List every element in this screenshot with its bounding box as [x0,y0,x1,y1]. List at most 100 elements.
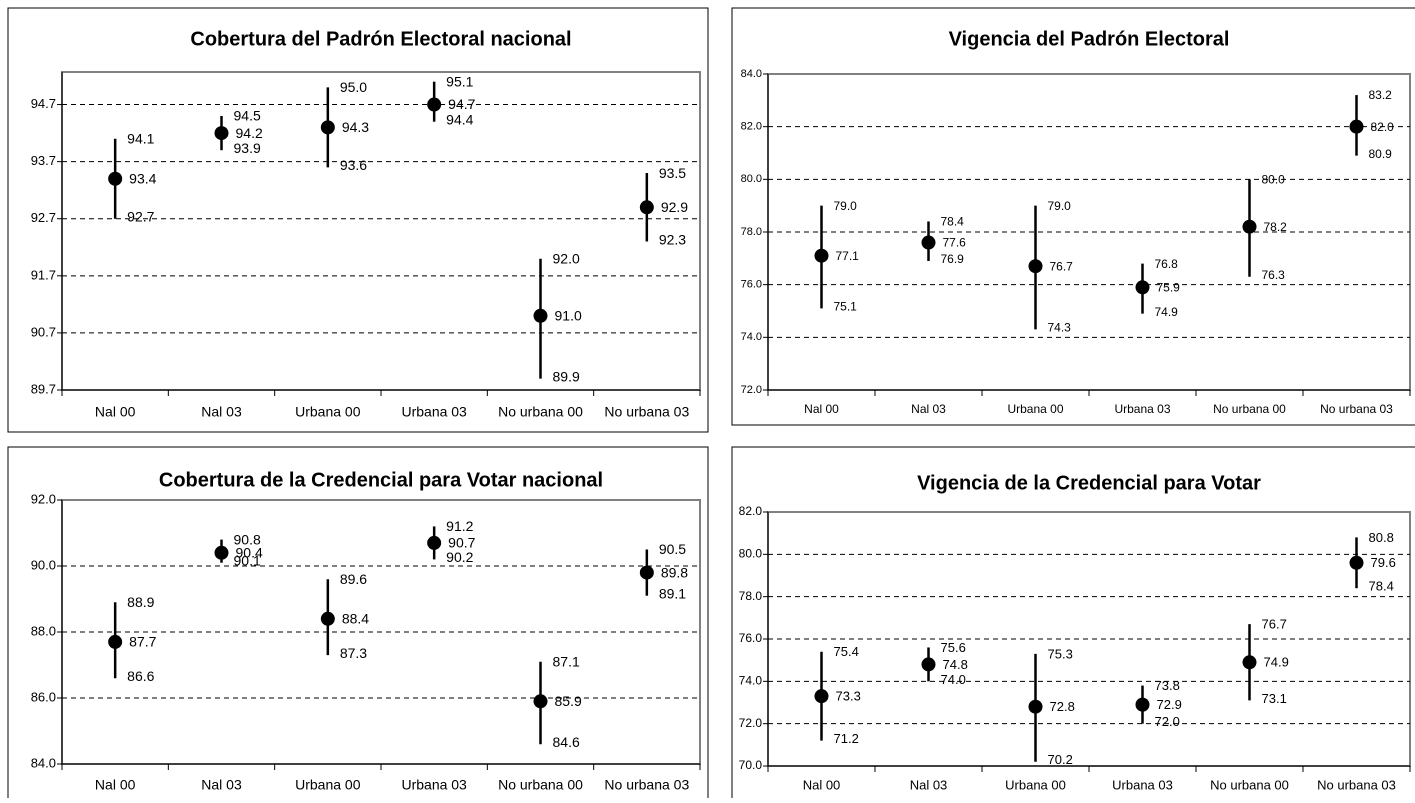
high-label: 80.8 [1369,530,1394,545]
y-tick-label: 72.0 [739,716,763,730]
low-label: 74.0 [941,672,966,687]
high-label: 87.1 [553,653,580,669]
high-label: 83.2 [1369,88,1393,102]
x-tick-label: Urbana 03 [1114,402,1170,416]
x-tick-label: Urbana 03 [1112,777,1173,792]
high-label: 89.6 [340,571,367,587]
high-label: 95.0 [340,79,367,95]
low-label: 93.9 [234,140,261,156]
y-tick-label: 78.0 [741,226,762,238]
low-label: 71.2 [834,731,859,746]
value-label: 90.4 [236,545,263,561]
value-label: 94.2 [236,125,263,141]
value-label: 77.6 [943,236,967,250]
x-tick-label: No urbana 03 [1317,777,1396,792]
high-label: 76.7 [1262,617,1287,632]
low-label: 73.1 [1262,691,1287,706]
high-label: 94.5 [234,108,261,124]
y-tick-label: 92.0 [31,491,56,506]
high-label: 88.9 [127,594,154,610]
high-label: 75.6 [941,640,966,655]
point [639,565,654,580]
value-label: 94.7 [448,96,475,112]
low-label: 89.1 [659,585,686,601]
high-label: 75.3 [1048,646,1073,661]
y-tick-label: 74.0 [741,331,762,343]
x-tick-label: Nal 00 [95,404,136,420]
y-tick-label: 72.0 [741,384,762,396]
value-label: 93.4 [129,170,156,186]
x-tick-label: No urbana 00 [498,404,583,420]
x-tick-label: No urbana 00 [498,777,583,793]
x-tick-label: Urbana 03 [401,404,467,420]
low-label: 72.0 [1155,714,1180,729]
y-tick-label: 76.0 [739,631,763,645]
low-label: 76.9 [941,252,965,266]
high-label: 92.0 [553,250,580,266]
value-label: 94.3 [342,119,369,135]
x-tick-label: Urbana 00 [1005,777,1066,792]
x-tick-label: Urbana 03 [401,777,467,793]
y-tick-label: 76.0 [741,279,762,291]
low-label: 93.6 [340,157,367,173]
point [427,97,442,112]
point [1349,555,1364,570]
value-label: 88.4 [342,611,369,627]
high-label: 93.5 [659,165,686,181]
high-label: 75.4 [834,644,859,659]
y-tick-label: 90.7 [31,324,56,339]
value-label: 72.8 [1050,699,1075,714]
point [1242,219,1257,234]
chart-title: Cobertura de la Credencial para Votar na… [159,469,603,491]
point [1135,697,1150,712]
point [533,694,548,709]
low-label: 90.1 [234,552,261,568]
low-label: 92.3 [659,231,686,247]
point [1028,259,1043,274]
value-label: 91.0 [555,307,582,323]
low-label: 86.6 [127,668,154,684]
high-label: 90.5 [659,541,686,557]
y-tick-label: 70.0 [739,758,763,772]
point [214,126,229,141]
x-tick-label: Urbana 00 [295,777,361,793]
point [1242,655,1257,670]
x-tick-label: No urbana 03 [604,777,689,793]
y-tick-label: 84.0 [741,68,762,80]
low-label: 92.7 [127,208,154,224]
low-label: 89.9 [553,368,580,384]
x-tick-label: No urbana 03 [604,404,689,420]
low-label: 80.9 [1369,147,1393,161]
x-tick-label: Nal 03 [911,402,946,416]
chart-title: Cobertura del Padrón Electoral nacional [190,28,571,50]
low-label: 74.3 [1048,321,1072,335]
y-tick-label: 93.7 [31,153,56,168]
y-tick-label: 82.0 [741,121,762,133]
low-label: 78.4 [1369,579,1394,594]
point [639,200,654,215]
y-tick-label: 78.0 [739,589,763,603]
chart-title: Vigencia de la Credencial para Votar [917,472,1261,494]
high-label: 78.4 [941,215,965,229]
high-label: 76.8 [1155,257,1179,271]
low-label: 84.6 [553,734,580,750]
high-label: 79.0 [1048,199,1072,213]
value-label: 85.9 [555,693,582,709]
high-label: 73.8 [1155,678,1180,693]
chart-box [731,446,1415,803]
point [214,545,229,560]
x-tick-label: Nal 03 [201,777,242,793]
x-tick-label: No urbana 03 [1320,402,1393,416]
value-label: 78.2 [1264,220,1288,234]
y-tick-label: 84.0 [31,755,56,770]
y-tick-label: 86.0 [31,689,56,704]
low-label: 76.3 [1262,268,1286,282]
low-label: 87.3 [340,645,367,661]
point [814,689,829,704]
low-label: 94.4 [446,111,473,127]
x-tick-label: Nal 03 [910,777,948,792]
value-label: 82.0 [1371,120,1395,134]
high-label: 90.8 [234,531,261,547]
value-label: 74.8 [943,657,968,672]
